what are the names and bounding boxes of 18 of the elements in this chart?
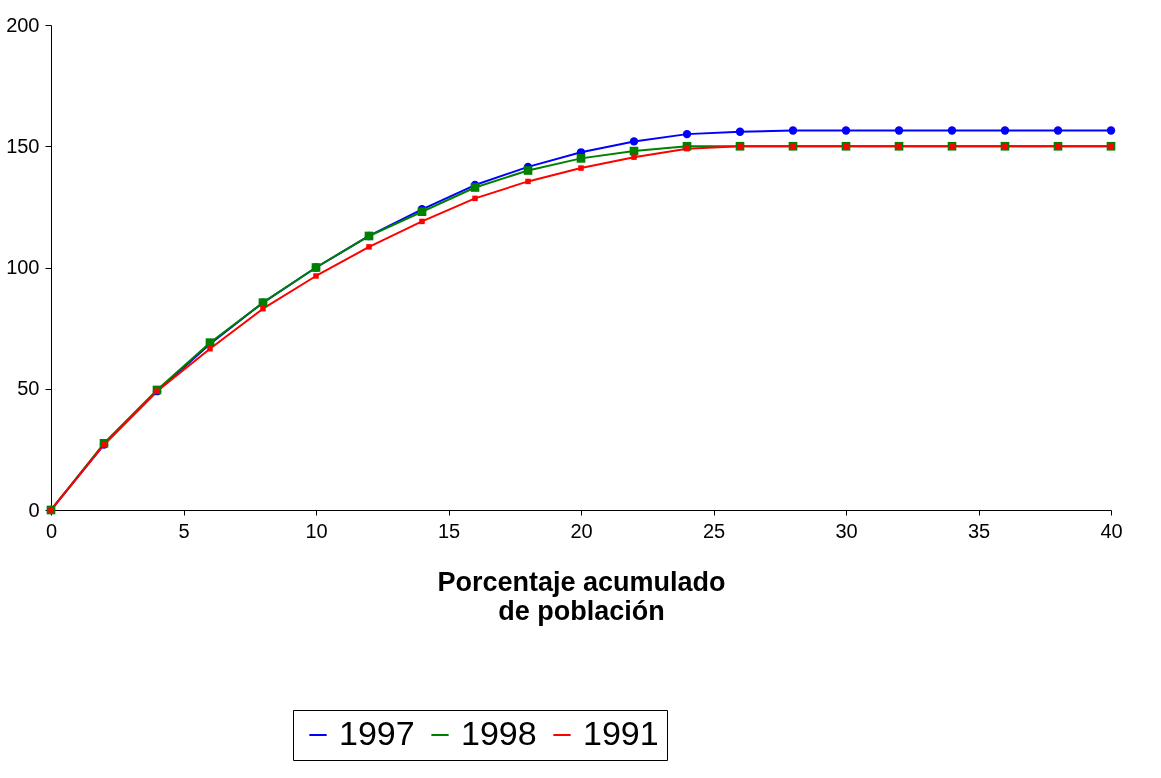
x-tick-label: 15: [437, 519, 461, 542]
x-tick-label: 0: [45, 519, 58, 542]
x-tick-label: 5: [178, 519, 190, 542]
y-tick-label: 150: [6, 134, 40, 157]
legend-label: 1997: [339, 714, 415, 752]
y-tick-label: 100: [6, 256, 40, 278]
x-tick-label: 25: [702, 519, 726, 542]
x-axis-title: Porcentaje acumulado de población: [437, 566, 726, 626]
x-tick-label: 30: [835, 519, 858, 542]
x-tick-label: 35: [967, 519, 991, 542]
x-tick-label: 40: [1100, 519, 1123, 542]
legend-label: 1991: [583, 714, 659, 752]
x-tick-label: 20: [570, 519, 593, 542]
y-tick-label: 0: [28, 498, 40, 521]
legend-label: 1998: [461, 714, 537, 752]
y-tick-label: 200: [6, 13, 40, 36]
y-tick-label: 50: [17, 377, 40, 400]
x-tick-label: 10: [305, 519, 328, 542]
